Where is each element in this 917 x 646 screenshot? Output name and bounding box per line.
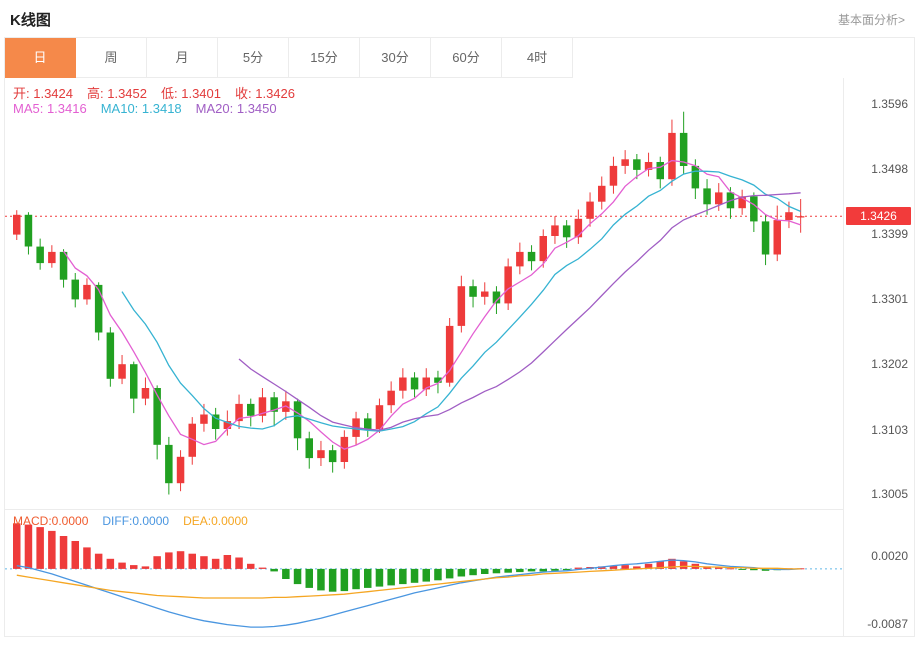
macd-value: MACD:0.0000 <box>13 514 89 528</box>
high-value: 高: 1.3452 <box>87 86 147 101</box>
y-axis-label: 1.3103 <box>871 423 908 437</box>
tab-日[interactable]: 日 <box>5 38 76 78</box>
macd-plot[interactable] <box>5 510 843 636</box>
plots: 开: 1.3424 高: 1.3452 低: 1.3401 收: 1.3426 MA5… <box>5 78 843 636</box>
y-axis-label: 1.3005 <box>871 487 908 501</box>
y-axis-label: -0.0087 <box>867 617 908 631</box>
tab-4时[interactable]: 4时 <box>502 38 573 78</box>
page-title: K线图 <box>10 12 51 29</box>
fundamental-analysis-link[interactable]: 基本面分析> <box>837 13 905 27</box>
tab-60分[interactable]: 60分 <box>431 38 502 78</box>
candlestick-plot[interactable] <box>5 78 843 509</box>
low-value: 低: 1.3401 <box>161 86 221 101</box>
last-price-badge: 1.3426 <box>846 207 911 225</box>
header: K线图 基本面分析> <box>0 0 917 37</box>
open-value: 开: 1.3424 <box>13 86 73 101</box>
close-value: 收: 1.3426 <box>235 86 295 101</box>
y-axis-label: 1.3498 <box>871 162 908 176</box>
ma5-value: MA5: 1.3416 <box>13 101 87 116</box>
y-axis-label: 1.3596 <box>871 97 908 111</box>
y-axis-label: 0.0020 <box>871 549 908 563</box>
tab-15分[interactable]: 15分 <box>289 38 360 78</box>
tab-月[interactable]: 月 <box>147 38 218 78</box>
y-axis: 1.3426 1.3596 1.3498 1.3399 1.3301 1.3202 1.3… <box>843 78 914 636</box>
y-axis-label: 1.3301 <box>871 292 908 306</box>
tab-30分[interactable]: 30分 <box>360 38 431 78</box>
ma-legend: MA5: 1.3416 MA10: 1.3418 MA20: 1.3450 <box>13 101 291 116</box>
ma10-value: MA10: 1.3418 <box>100 101 182 116</box>
chart-widget: 日周月 5分 15分 30分 60分 4时 开: 1.3424 高: 1.3452 低: 1.… <box>4 37 915 637</box>
ohlc-legend: 开: 1.3424 高: 1.3452 低: 1.3401 收: 1.3426 <box>13 83 309 102</box>
y-axis-label: 1.3202 <box>871 357 908 371</box>
macd-panel <box>5 509 843 636</box>
y-axis-label: 1.3399 <box>871 227 908 241</box>
tab-5分[interactable]: 5分 <box>218 38 289 78</box>
timeframe-tab-bar: 日周月 5分 15分 30分 60分 4时 <box>5 38 914 78</box>
ma20-value: MA20: 1.3450 <box>195 101 277 116</box>
dea-value: DEA:0.0000 <box>183 514 248 528</box>
diff-value: DIFF:0.0000 <box>102 514 170 528</box>
macd-legend: MACD:0.0000 DIFF:0.0000 DEA:0.0000 <box>13 514 262 528</box>
tab-周[interactable]: 周 <box>76 38 147 78</box>
chart-area: 开: 1.3424 高: 1.3452 低: 1.3401 收: 1.3426 MA5… <box>5 78 914 636</box>
